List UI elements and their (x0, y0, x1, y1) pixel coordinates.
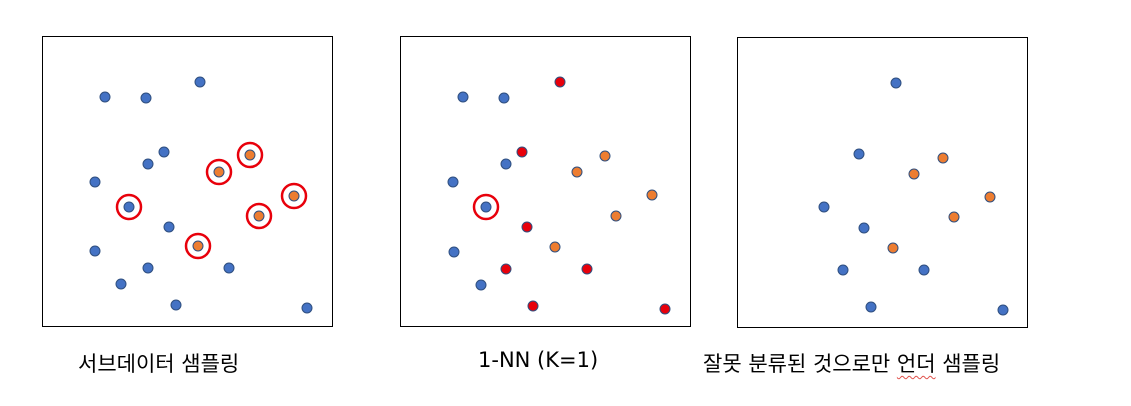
data-point-orange (610, 210, 622, 222)
data-point-blue (448, 246, 460, 258)
highlight-ring (115, 193, 143, 221)
highlight-ring (245, 202, 273, 230)
data-point-orange (937, 152, 949, 164)
data-point-orange (571, 166, 583, 178)
data-point-blue (858, 222, 870, 234)
data-point-blue (170, 299, 182, 311)
highlight-ring (205, 158, 233, 186)
data-point-orange (288, 190, 300, 202)
data-point-blue (890, 77, 902, 89)
scatter-plot-1nn (447, 76, 671, 315)
data-point-blue (301, 302, 313, 314)
undersampling-panel (737, 37, 1028, 328)
1nn-panel (400, 36, 691, 327)
data-point-blue (865, 301, 877, 313)
data-point-red (500, 263, 512, 275)
data-point-blue (223, 262, 235, 274)
data-point-blue (918, 264, 930, 276)
data-point-blue (475, 279, 487, 291)
data-point-blue (142, 262, 154, 274)
data-point-blue (89, 176, 101, 188)
scatter-plot-subdata (89, 76, 313, 314)
data-point-orange (599, 150, 611, 162)
caption-undersampling: 잘못 분류된 것으로만 언더 샘플링 (703, 352, 1001, 376)
data-point-blue (447, 176, 459, 188)
data-point-orange (984, 191, 996, 203)
data-point-blue (142, 158, 154, 170)
data-point-blue (194, 76, 206, 88)
data-point-blue (163, 221, 175, 233)
data-point-blue (457, 91, 469, 103)
data-point-blue (480, 201, 492, 213)
data-point-orange (908, 168, 920, 180)
highlight-ring (472, 193, 500, 221)
data-point-red (659, 303, 671, 315)
caption-1nn: 1-NN (K=1) (478, 348, 599, 372)
data-point-blue (158, 146, 170, 158)
data-point-orange (646, 189, 658, 201)
data-point-blue (140, 92, 152, 104)
caption-underlined-word: 언더 (896, 352, 936, 376)
data-point-orange (192, 240, 204, 252)
data-point-orange (887, 242, 899, 254)
data-point-blue (837, 264, 849, 276)
highlight-ring (184, 232, 212, 260)
scatter-plot-undersampling (818, 77, 1009, 316)
data-point-orange (948, 211, 960, 223)
data-point-blue (89, 245, 101, 257)
data-point-red (521, 221, 533, 233)
caption-subdata-sampling: 서브데이터 샘플링 (78, 352, 240, 376)
data-point-orange (244, 149, 256, 161)
data-point-blue (853, 148, 865, 160)
data-point-blue (500, 158, 512, 170)
data-point-red (554, 76, 566, 88)
data-point-orange (213, 166, 225, 178)
highlight-ring (280, 182, 308, 210)
highlight-ring (236, 141, 264, 169)
data-point-orange (253, 210, 265, 222)
data-point-blue (818, 201, 830, 213)
data-point-red (581, 263, 593, 275)
data-point-blue (115, 278, 127, 290)
subdata-sampling-panel (42, 36, 333, 327)
data-point-red (527, 300, 539, 312)
data-point-orange (549, 241, 561, 253)
data-point-blue (997, 304, 1009, 316)
data-point-blue (498, 92, 510, 104)
data-point-blue (123, 201, 135, 213)
data-point-red (516, 146, 528, 158)
data-point-blue (99, 91, 111, 103)
